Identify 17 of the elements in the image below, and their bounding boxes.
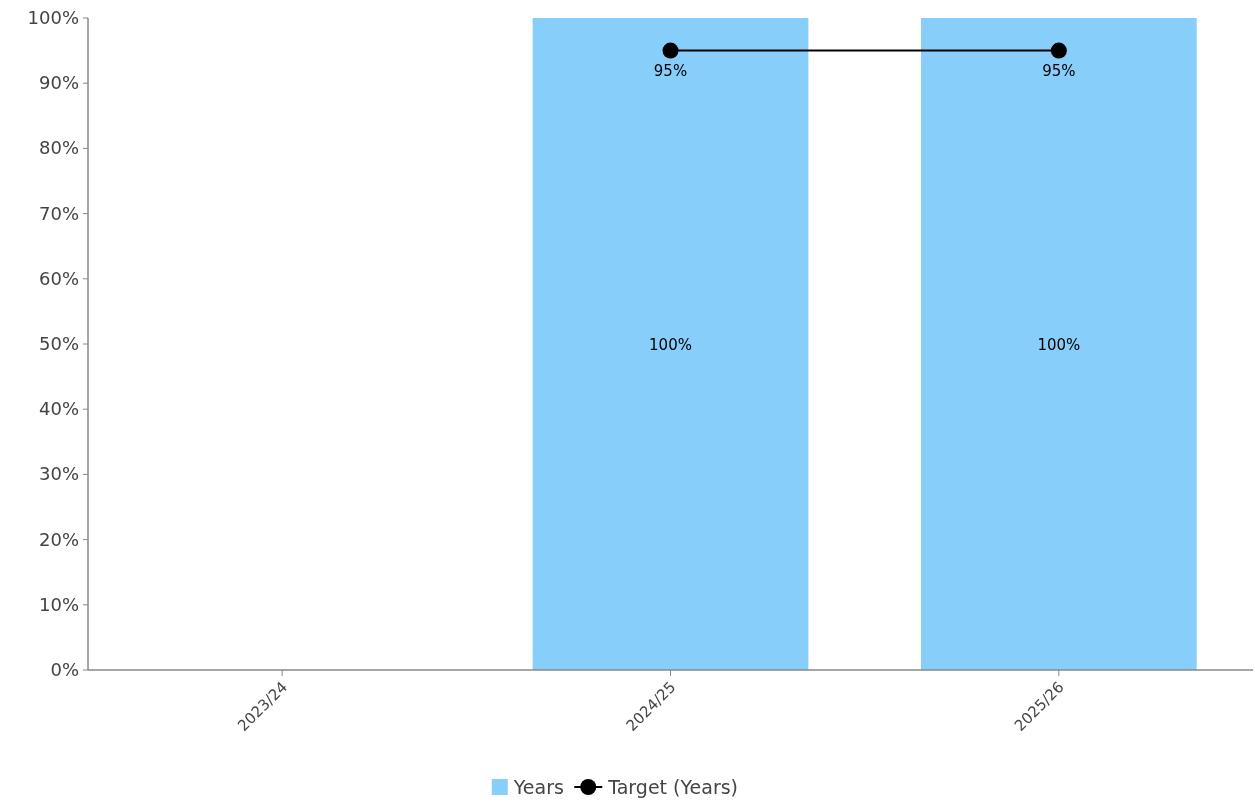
y-tick-label: 20% <box>38 528 79 550</box>
y-tick-label: 10% <box>38 593 79 615</box>
data-label: 95% <box>653 61 688 80</box>
y-tick-label: 30% <box>38 463 79 485</box>
y-tick-label: 0% <box>50 659 79 680</box>
y-tick-label: 80% <box>38 137 79 159</box>
y-tick-label: 100% <box>27 7 79 28</box>
legend-label: Years <box>512 776 564 798</box>
y-tick-label: 60% <box>38 267 79 289</box>
y-tick-label: 50% <box>38 333 79 354</box>
data-label: 95% <box>1042 61 1076 80</box>
y-tick-label: 90% <box>38 72 79 94</box>
data-label: 100% <box>1037 336 1081 354</box>
y-tick-label: 40% <box>38 398 79 420</box>
legend-label: Target (Years) <box>607 776 739 798</box>
data-label: 100% <box>649 336 692 354</box>
y-tick-label: 70% <box>38 202 79 224</box>
